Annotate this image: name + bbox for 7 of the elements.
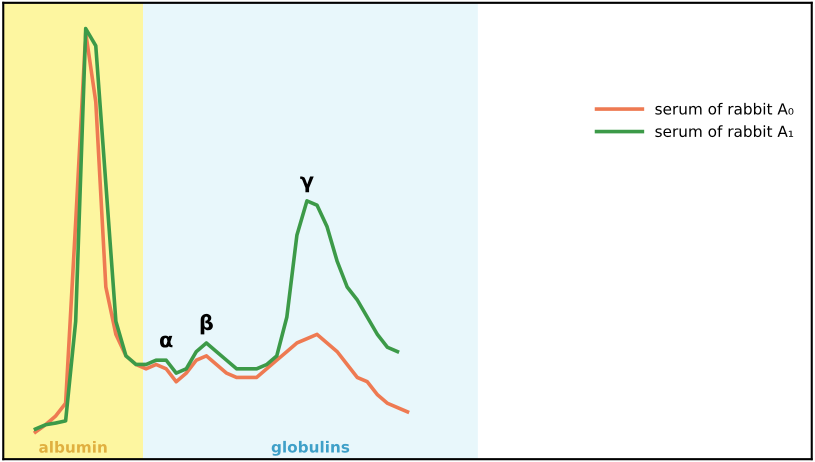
legend-label: serum of rabbit A₁	[655, 125, 794, 138]
legend-label: serum of rabbit A₀	[655, 102, 794, 115]
annotation: β	[200, 314, 213, 334]
annotation: α	[160, 336, 172, 348]
annotation: γ	[300, 176, 314, 192]
annotation: globulins	[272, 440, 350, 456]
annotation: albumin	[39, 440, 107, 453]
